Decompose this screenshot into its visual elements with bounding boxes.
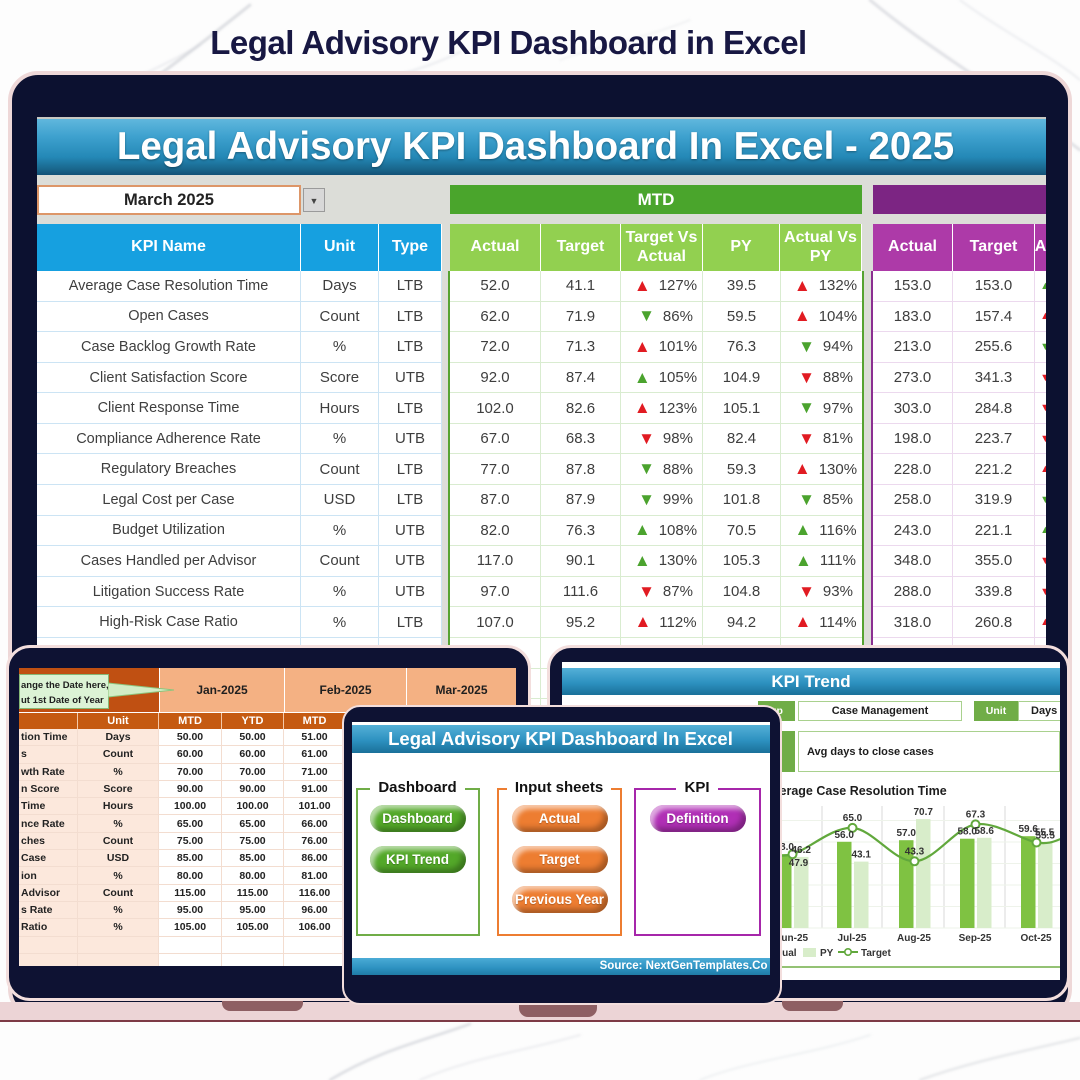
svg-text:59.6: 59.6 <box>1018 824 1038 835</box>
svg-text:48.0: 48.0 <box>774 842 794 853</box>
svg-text:58.0: 58.0 <box>957 827 977 838</box>
svg-text:43.3: 43.3 <box>905 846 925 857</box>
svg-text:70.7: 70.7 <box>913 807 933 818</box>
svg-text:57.0: 57.0 <box>896 828 916 839</box>
svg-text:Target: Target <box>861 948 891 959</box>
svg-text:58.6: 58.6 <box>974 826 994 837</box>
svg-text:56.0: 56.0 <box>834 830 854 841</box>
svg-text:55.5: 55.5 <box>1035 831 1055 842</box>
svg-text:67.3: 67.3 <box>966 809 986 820</box>
svg-text:Jun-25: Jun-25 <box>776 933 809 944</box>
svg-text:PY: PY <box>820 948 834 959</box>
svg-text:Aug-25: Aug-25 <box>897 933 931 944</box>
svg-text:47.9: 47.9 <box>789 858 809 869</box>
svg-text:Sep-25: Sep-25 <box>959 933 992 944</box>
svg-text:Oct-25: Oct-25 <box>1020 933 1052 944</box>
svg-text:43.1: 43.1 <box>851 850 871 861</box>
svg-text:55.5: 55.5 <box>1035 828 1055 839</box>
svg-text:Jul-25: Jul-25 <box>838 933 867 944</box>
svg-text:65.0: 65.0 <box>843 813 863 824</box>
svg-text:46.2: 46.2 <box>791 845 811 856</box>
